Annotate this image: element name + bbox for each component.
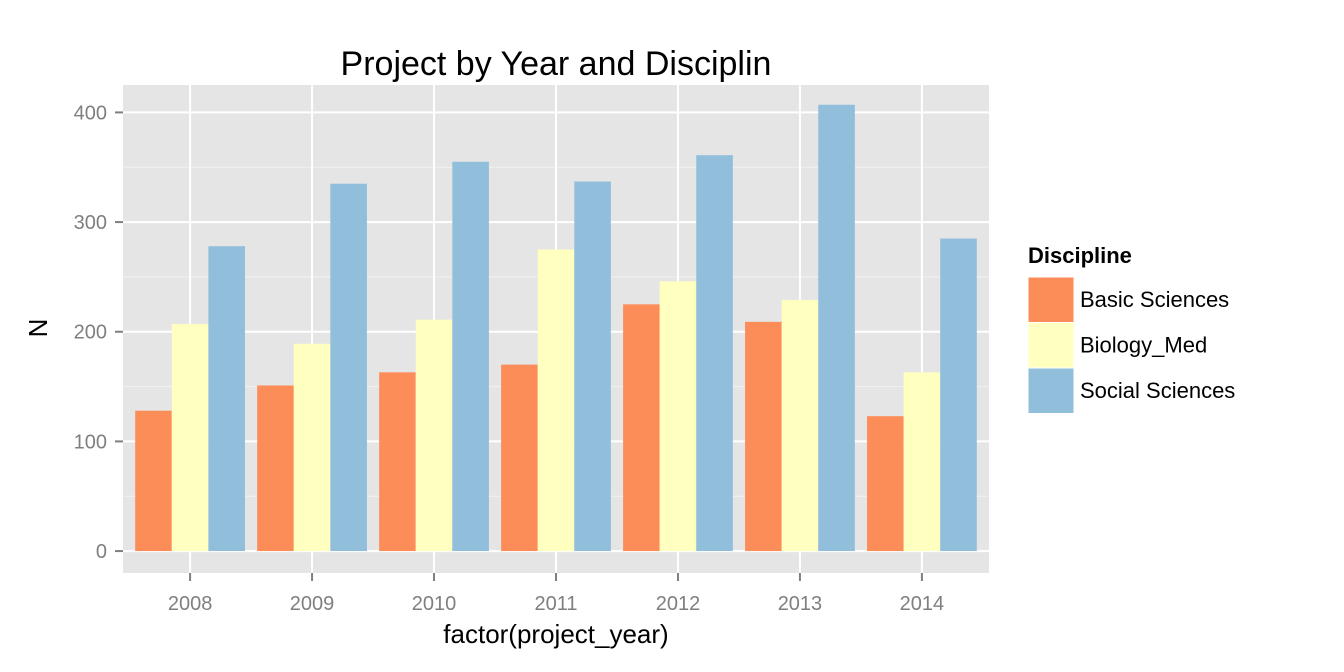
bar-social-sciences-2012 [696, 155, 733, 552]
legend-swatch [1027, 367, 1075, 414]
y-tick-label: 300 [74, 212, 107, 234]
bar-biology-med-2009 [293, 343, 331, 552]
x-axis-title: factor(project_year) [443, 619, 668, 649]
bar-basic-sciences-2008 [135, 410, 172, 552]
bar-basic-sciences-2012 [623, 304, 660, 552]
bar-social-sciences-2013 [818, 104, 855, 552]
bar-social-sciences-2010 [452, 161, 489, 552]
bar-basic-sciences-2009 [257, 385, 294, 552]
y-tick-label: 200 [74, 322, 107, 344]
legend: Discipline Basic Sciences Biology_Med Soci… [1027, 243, 1235, 414]
y-axis: 0 100 200 300 400 [74, 102, 123, 563]
bar-basic-sciences-2011 [501, 364, 538, 552]
y-axis-title: N [23, 319, 53, 338]
legend-item: Social Sciences [1027, 367, 1235, 414]
bar-basic-sciences-2014 [867, 416, 904, 552]
bar-basic-sciences-2013 [745, 321, 782, 552]
bar-biology-med-2012 [659, 281, 697, 552]
legend-item: Basic Sciences [1027, 276, 1229, 323]
bar-social-sciences-2014 [940, 238, 977, 552]
legend-label: Basic Sciences [1080, 287, 1229, 312]
legend-swatch [1027, 322, 1075, 369]
bar-biology-med-2008 [171, 324, 209, 552]
x-tick-label: 2009 [290, 593, 335, 615]
legend-swatch [1027, 276, 1075, 323]
x-tick-label: 2010 [412, 593, 457, 615]
x-axis: 2008 2009 2010 2011 2012 2013 2014 [168, 573, 944, 615]
bars [135, 104, 977, 552]
x-tick-label: 2011 [534, 593, 577, 615]
bar-basic-sciences-2010 [379, 372, 416, 552]
y-tick-label: 0 [96, 541, 107, 563]
y-tick-label: 100 [74, 431, 107, 453]
bar-social-sciences-2011 [574, 181, 611, 552]
bar-biology-med-2013 [781, 299, 819, 552]
bar-biology-med-2010 [415, 319, 453, 552]
chart-title: Project by Year and Disciplin [341, 45, 772, 83]
legend-label: Biology_Med [1080, 333, 1207, 358]
legend-title: Discipline [1028, 243, 1132, 268]
x-tick-label: 2013 [778, 593, 823, 615]
bar-social-sciences-2009 [330, 183, 367, 552]
x-tick-label: 2014 [900, 593, 945, 615]
bar-social-sciences-2008 [208, 246, 245, 552]
x-tick-label: 2008 [168, 593, 213, 615]
bar-biology-med-2014 [903, 372, 941, 552]
bar-biology-med-2011 [537, 249, 575, 552]
y-tick-label: 400 [74, 102, 107, 124]
legend-label: Social Sciences [1080, 378, 1235, 403]
x-tick-label: 2012 [656, 593, 701, 615]
legend-item: Biology_Med [1027, 322, 1207, 369]
